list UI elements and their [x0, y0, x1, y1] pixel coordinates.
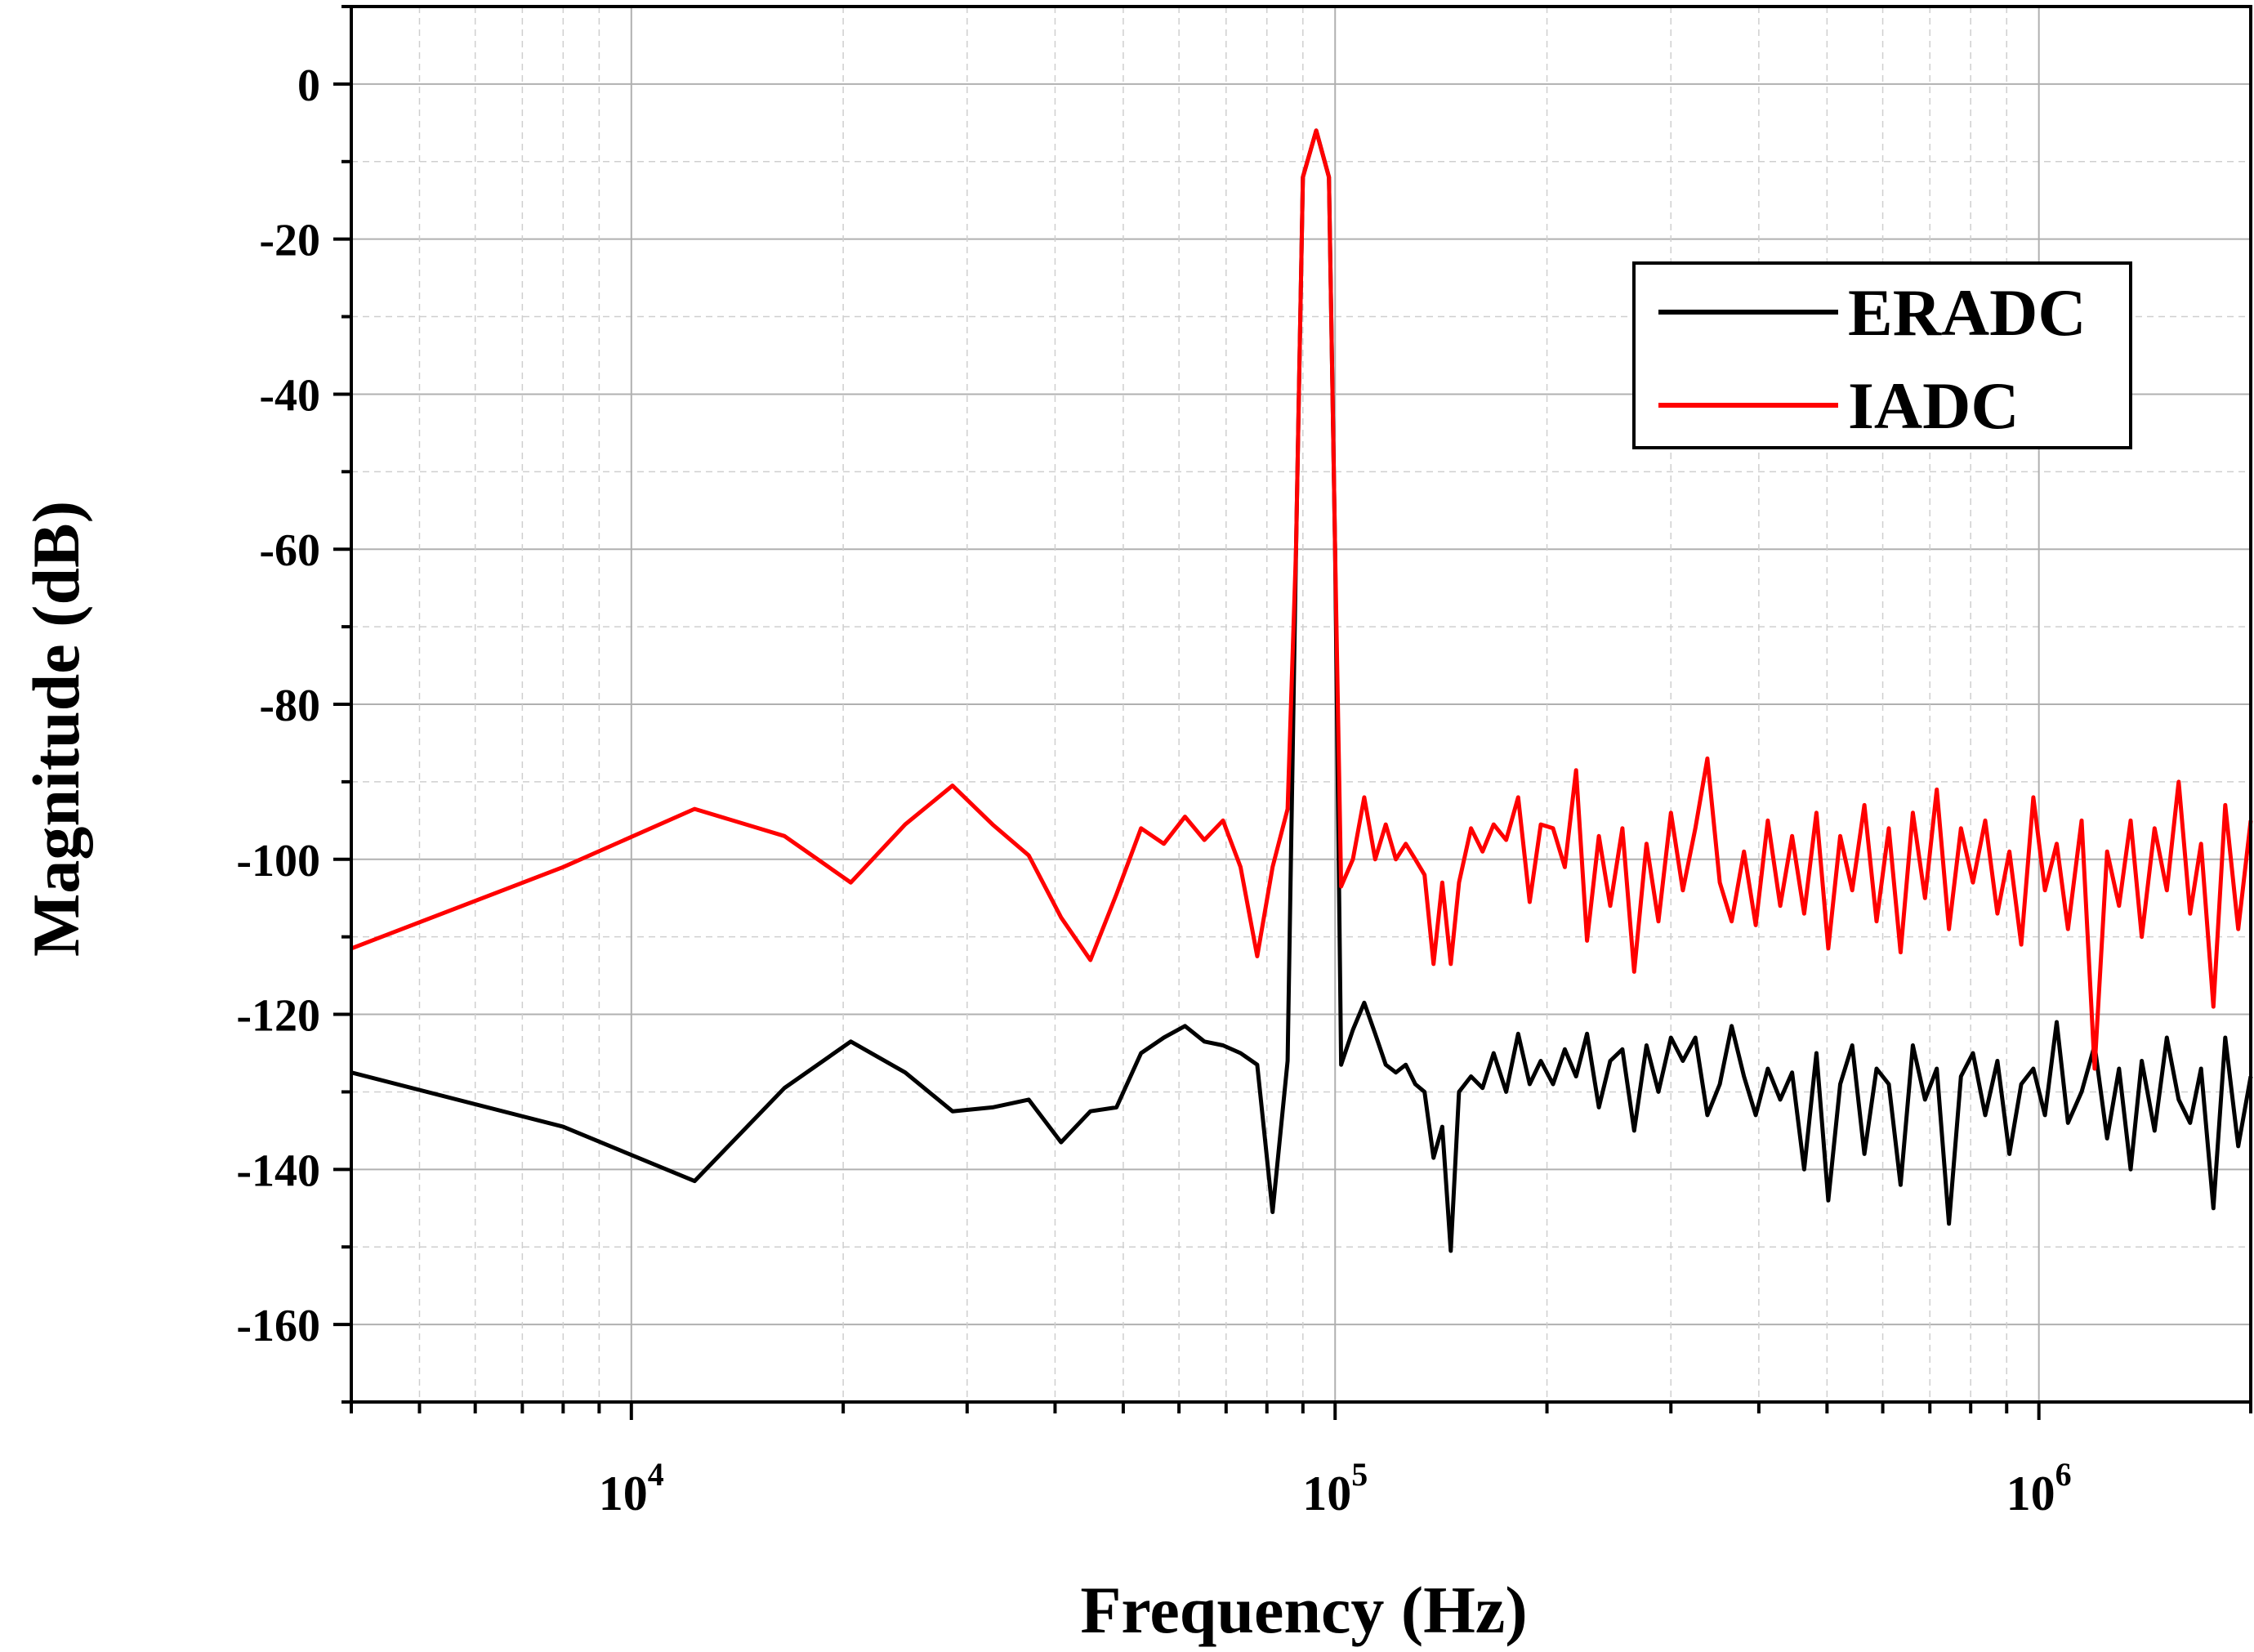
legend-box [1632, 261, 2132, 449]
y-tick-label: -40 [259, 370, 320, 421]
legend-label-eradc: ERADC [1848, 275, 2087, 350]
legend-label-iadc: IADC [1848, 368, 2020, 443]
y-tick-label: -100 [236, 836, 320, 886]
x-tick-label: 105 [1302, 1456, 1368, 1520]
series-lines [350, 128, 2253, 1253]
tick-labels: 0 -20 -40 -60 -80 -100 -120 -140 -160 104 105 106 [236, 60, 2071, 1520]
series-line-iadc [350, 128, 2253, 1071]
x-tick-label: 106 [2006, 1456, 2072, 1520]
y-tick-label: -60 [259, 525, 320, 576]
legend: ERADC IADC [1632, 261, 2132, 449]
y-tick-label: 0 [297, 60, 320, 111]
series-line-eradc [350, 128, 2253, 1253]
x-tick-label: 104 [599, 1456, 664, 1520]
grid [350, 6, 2252, 1403]
y-tick-label: -160 [236, 1301, 320, 1351]
y-tick-label: -20 [259, 216, 320, 266]
x-axis-title: Frequency (Hz) [1080, 1573, 1527, 1647]
y-tick-label: -140 [236, 1145, 320, 1196]
y-axis-title: Magnitude (dB) [19, 501, 93, 957]
y-tick-label: -120 [236, 991, 320, 1042]
axis-ticks [333, 5, 2252, 1420]
y-tick-label: -80 [259, 681, 320, 731]
